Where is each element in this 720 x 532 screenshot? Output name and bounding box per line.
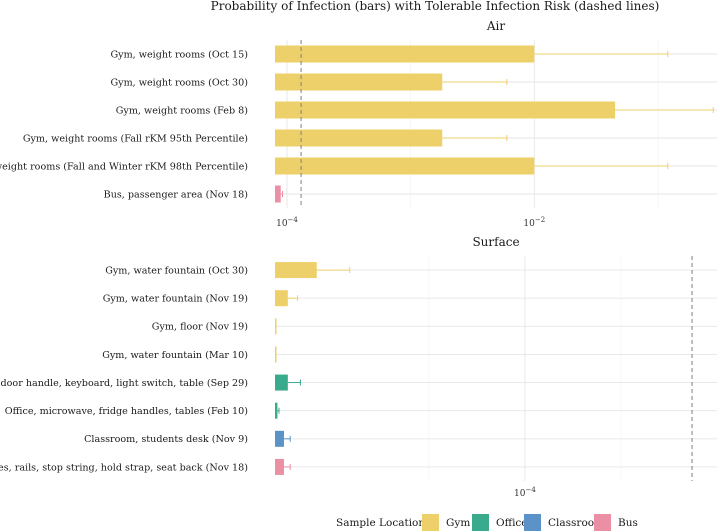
legend: Sample Location Gym Office Classroom Bus bbox=[336, 514, 638, 531]
category-label: Classroom, students desk (Nov 9) bbox=[84, 434, 248, 445]
legend-label-classroom: Classroom bbox=[548, 517, 604, 529]
bar-bus-handles-rails-stop-string-hold-strap-seat-back-nov-18 bbox=[275, 458, 284, 475]
legend-key-office bbox=[472, 514, 489, 531]
chart-title: Probability of Infection (bars) with Tol… bbox=[211, 0, 660, 13]
x-tick-label-air: 10−2 bbox=[523, 216, 545, 229]
category-label: Gym, weight rooms (Feb 8) bbox=[116, 105, 248, 116]
category-label: Gym, weight rooms (Fall rKM 95th Percent… bbox=[23, 133, 248, 144]
panel-air: Air 10−4 10−2 Gym, weight rooms (Oct 15) Gym… bbox=[0, 19, 717, 229]
category-label: Gym, water fountain (Mar 10) bbox=[102, 350, 248, 361]
category-label: Bus, passenger area (Nov 18) bbox=[104, 189, 248, 200]
bar-gym-weight-rooms-fall-and-winter-rkm-98th-percentile bbox=[275, 157, 535, 175]
legend-key-gym bbox=[422, 514, 439, 531]
legend-label-gym: Gym bbox=[446, 517, 470, 529]
bar-gym-weight-rooms-oct-15 bbox=[275, 45, 535, 63]
category-label: Gym, weight rooms (Fall and Winter rKM 9… bbox=[0, 161, 248, 172]
legend-title: Sample Location bbox=[336, 517, 425, 529]
panel-surface-strip-label: Surface bbox=[472, 235, 519, 249]
category-label: Gym, floor (Nov 19) bbox=[152, 322, 248, 333]
category-label: Office, microwave, fridge handles, table… bbox=[5, 406, 248, 417]
x-tick-label-surface: 10−4 bbox=[514, 486, 536, 499]
legend-label-bus: Bus bbox=[618, 517, 638, 529]
bar-gym-water-fountain-oct-30 bbox=[275, 262, 317, 279]
bar-office-door-handle-keyboard-light-switch-table-sep-29 bbox=[275, 374, 288, 391]
bar-gym-water-fountain-nov-19 bbox=[275, 290, 288, 307]
bar-gym-weight-rooms-oct-30 bbox=[275, 73, 443, 91]
bar-gym-weight-rooms-feb-8 bbox=[275, 101, 616, 119]
legend-key-bus bbox=[594, 514, 611, 531]
x-tick-label-air: 10−4 bbox=[276, 216, 298, 229]
bar-gym-water-fountain-mar-10 bbox=[275, 346, 277, 363]
bar-bus-passenger-area-nov-18 bbox=[275, 185, 281, 203]
legend-key-classroom bbox=[524, 514, 541, 531]
legend-label-office: Office bbox=[496, 517, 528, 529]
category-label: Gym, weight rooms (Oct 30) bbox=[110, 77, 248, 88]
panel-surface: Surface 10−4 Gym, water fountain (Oct 30) G… bbox=[0, 235, 717, 499]
bar-classroom-students-desk-nov-9 bbox=[275, 430, 284, 447]
category-label: Gym, weight rooms (Oct 15) bbox=[110, 49, 248, 60]
bar-office-microwave-fridge-handles-tables-feb-10 bbox=[275, 402, 278, 419]
bar-gym-floor-nov-19 bbox=[275, 318, 277, 335]
bar-gym-weight-rooms-fall-rkm-95th-percentile bbox=[275, 129, 443, 147]
panel-air-strip-label: Air bbox=[486, 19, 506, 33]
category-label: Office, door handle, keyboard, light swi… bbox=[0, 378, 248, 389]
category-label: Bus, handles, rails, stop string, hold s… bbox=[0, 462, 248, 473]
category-label: Gym, water fountain (Oct 30) bbox=[105, 265, 248, 276]
category-label: Gym, water fountain (Nov 19) bbox=[103, 294, 248, 305]
